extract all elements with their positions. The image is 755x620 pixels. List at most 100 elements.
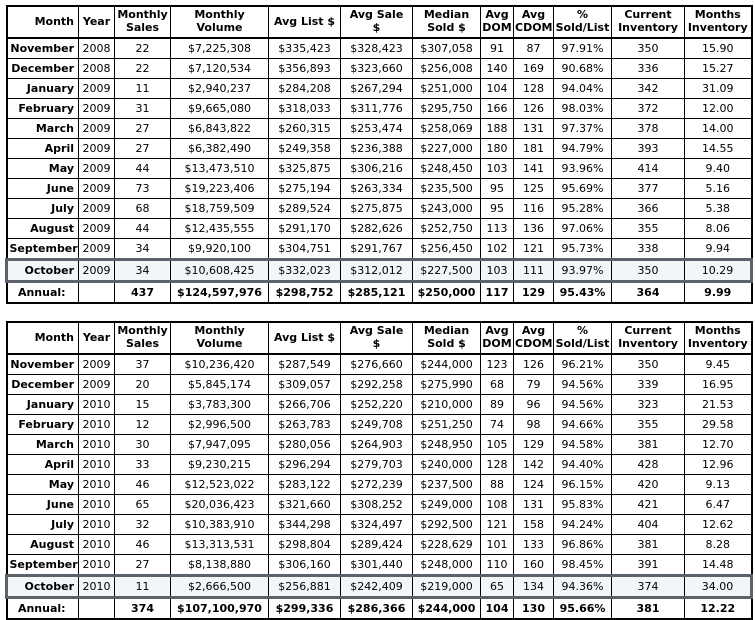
- column-header: Avg CDOM: [513, 321, 554, 355]
- cell: $287,549: [268, 353, 341, 375]
- cell: $284,208: [268, 78, 341, 99]
- cell: $308,252: [340, 494, 413, 515]
- cell: $289,524: [268, 198, 341, 219]
- cell: 121: [513, 238, 554, 260]
- cell: 103: [480, 158, 514, 179]
- cell: 2010: [78, 454, 115, 475]
- cell: $13,473,510: [170, 158, 269, 179]
- cell: 5.38: [684, 198, 752, 219]
- table-row: May 2010 46 $12,523,022 $283,122 $272,239 $237…: [6, 474, 752, 495]
- cell: $10,383,910: [170, 514, 269, 535]
- cell: 381: [611, 534, 685, 555]
- cell: 79: [513, 374, 554, 395]
- cell: 366: [611, 198, 685, 219]
- cell: 421: [611, 494, 685, 515]
- cell: May: [6, 474, 79, 495]
- cell: 2010: [78, 434, 115, 455]
- cell: September: [6, 554, 79, 576]
- cell: $9,230,215: [170, 454, 269, 475]
- cell: $299,336: [268, 597, 341, 620]
- cell: 338: [611, 238, 685, 260]
- column-header: Avg List $: [268, 5, 341, 39]
- cell: 12.70: [684, 434, 752, 455]
- column-header: % Sold/List: [553, 5, 612, 39]
- cell: 372: [611, 98, 685, 119]
- cell: 6.47: [684, 494, 752, 515]
- cell: $12,523,022: [170, 474, 269, 495]
- cell: 126: [513, 353, 554, 375]
- table-header: Month Year Monthly Sales Monthly Volume Avg …: [6, 321, 752, 355]
- cell: November: [6, 353, 79, 375]
- cell: 393: [611, 138, 685, 159]
- cell: 5.16: [684, 178, 752, 199]
- cell: 188: [480, 118, 514, 139]
- cell: 12.96: [684, 454, 752, 475]
- cell: 381: [611, 597, 685, 620]
- market-stats-table-2009-2010: Month Year Monthly Sales Monthly Volume Avg …: [5, 321, 753, 620]
- table-row: June 2009 73 $19,223,406 $275,194 $263,334 $23…: [6, 178, 752, 199]
- cell: 2010: [78, 534, 115, 555]
- column-header: Avg CDOM: [513, 5, 554, 39]
- cell: July: [6, 514, 79, 535]
- cell: $251,000: [412, 78, 481, 99]
- cell: 140: [480, 58, 514, 79]
- cell: 74: [480, 414, 514, 435]
- cell: 158: [513, 514, 554, 535]
- cell: $253,474: [340, 118, 413, 139]
- cell: 98.45%: [553, 554, 612, 576]
- column-header: Monthly Volume: [170, 321, 269, 355]
- cell: 97.37%: [553, 118, 612, 139]
- column-header: Monthly Volume: [170, 5, 269, 39]
- cell: 160: [513, 554, 554, 576]
- cell: $243,000: [412, 198, 481, 219]
- annual-totals-row: Annual: 374 $107,100,970 $299,336 $286,366 $2…: [6, 597, 752, 620]
- cell: July: [6, 198, 79, 219]
- cell: $252,220: [340, 394, 413, 415]
- table-row: March 2010 30 $7,947,095 $280,056 $264,903 $24…: [6, 434, 752, 455]
- column-header: Month: [6, 5, 79, 39]
- cell: 90.68%: [553, 58, 612, 79]
- cell: $275,990: [412, 374, 481, 395]
- cell: 12.62: [684, 514, 752, 535]
- table-row: December 2009 20 $5,845,174 $309,057 $292,258…: [6, 374, 752, 395]
- cell: March: [6, 118, 79, 139]
- cell: $237,500: [412, 474, 481, 495]
- cell: $307,058: [412, 37, 481, 59]
- cell: $298,804: [268, 534, 341, 555]
- table-row: November 2009 37 $10,236,420 $287,549 $276,66…: [6, 353, 752, 375]
- cell: $2,996,500: [170, 414, 269, 435]
- cell: 15.27: [684, 58, 752, 79]
- cell: 104: [480, 78, 514, 99]
- cell: 20: [114, 374, 171, 395]
- cell: 166: [480, 98, 514, 119]
- cell: $5,845,174: [170, 374, 269, 395]
- cell: 105: [480, 434, 514, 455]
- cell: $306,216: [340, 158, 413, 179]
- cell: January: [6, 78, 79, 99]
- cell: January: [6, 394, 79, 415]
- column-header: Current Inventory: [611, 5, 685, 39]
- cell: $291,767: [340, 238, 413, 260]
- cell: 169: [513, 58, 554, 79]
- cell: 21.53: [684, 394, 752, 415]
- cell: 2009: [78, 78, 115, 99]
- cell: $291,170: [268, 218, 341, 239]
- header-row: Month Year Monthly Sales Monthly Volume Avg …: [6, 321, 752, 355]
- cell: $249,358: [268, 138, 341, 159]
- cell: $279,703: [340, 454, 413, 475]
- cell: $236,388: [340, 138, 413, 159]
- cell: $240,000: [412, 454, 481, 475]
- highlighted-table-row: October 2010 11 $2,666,500 $256,881 $242,409 $…: [5, 574, 753, 599]
- cell: $13,313,531: [170, 534, 269, 555]
- table-row: November 2008 22 $7,225,308 $335,423 $328,423…: [6, 37, 752, 59]
- cell: 30: [114, 434, 171, 455]
- cell: 2010: [78, 554, 115, 576]
- cell: February: [6, 98, 79, 119]
- cell: 95.43%: [553, 281, 612, 304]
- cell: 374: [611, 574, 685, 599]
- cell: 2010: [78, 414, 115, 435]
- table-row: January 2009 11 $2,940,237 $284,208 $267,294 $…: [6, 78, 752, 99]
- cell: $275,875: [340, 198, 413, 219]
- table-body: November 2009 37 $10,236,420 $287,549 $276,66…: [5, 353, 753, 620]
- cell: 33: [114, 454, 171, 475]
